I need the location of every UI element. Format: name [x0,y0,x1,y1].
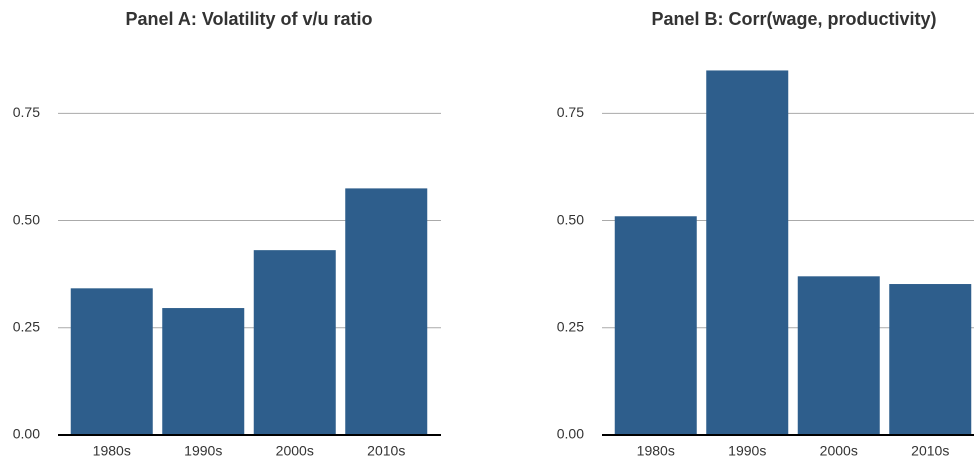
bar [889,284,972,435]
chart-title: Panel A: Volatility of v/u ratio [125,9,372,29]
y-tick-label: 0.25 [557,318,584,334]
bar [162,308,245,435]
x-tick-label: 2000s [276,443,314,459]
x-tick-label: 2010s [911,443,949,459]
y-tick-label: 0.00 [13,426,40,442]
bar [70,288,153,435]
bar [797,276,880,435]
chart-title: Panel B: Corr(wage, productivity) [651,9,936,29]
x-tick-label: 1990s [728,443,766,459]
y-tick-label: 0.50 [557,211,584,227]
x-tick-label: 2000s [820,443,858,459]
y-tick-label: 0.75 [557,104,584,120]
y-tick-label: 0.25 [13,318,40,334]
bar [706,70,789,435]
x-tick-label: 2010s [367,443,405,459]
y-tick-label: 0.75 [13,104,40,120]
bar [253,250,336,435]
bar [614,216,697,435]
bar [345,188,428,435]
y-tick-label: 0.50 [13,211,40,227]
x-tick-label: 1990s [184,443,222,459]
x-tick-label: 1980s [637,443,675,459]
x-tick-label: 1980s [93,443,131,459]
y-tick-label: 0.00 [557,426,584,442]
